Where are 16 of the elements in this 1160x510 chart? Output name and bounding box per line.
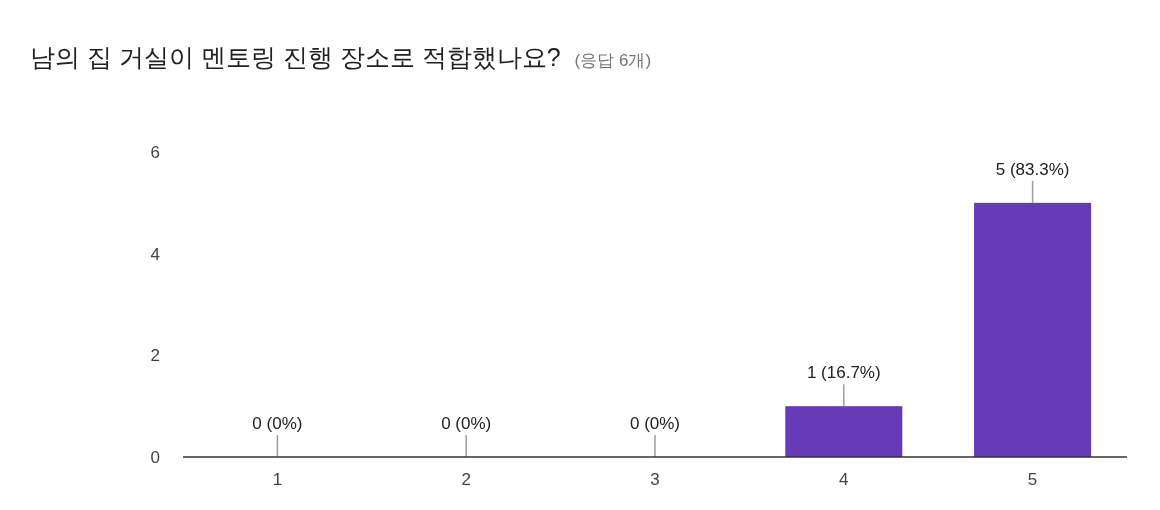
data-label: 0 (0%) <box>629 414 681 433</box>
x-tick-label: 1 <box>272 470 283 489</box>
x-tick-label: 4 <box>839 470 849 489</box>
title: 남의 집 거실이 멘토링 진행 장소로 적합했나요? <box>30 43 561 71</box>
x-tick-label: 2 <box>461 470 471 489</box>
y-tick-label: 4 <box>150 244 160 264</box>
y-tick-label: 2 <box>150 346 160 366</box>
data-label: 1 (16.7%) <box>806 363 881 383</box>
data-label: 5 (83.3%) <box>995 159 1070 179</box>
x-tick-label: 3 <box>650 470 660 489</box>
y-tick-label: 6 <box>150 143 160 162</box>
subtitle: (응답 6개) <box>574 51 652 70</box>
data-label: 0 (0%) <box>252 414 303 433</box>
data-label: 0 (0%) <box>441 414 492 433</box>
y-tick-label: 0 <box>150 448 160 467</box>
x-tick-label: 5 <box>1027 470 1038 489</box>
